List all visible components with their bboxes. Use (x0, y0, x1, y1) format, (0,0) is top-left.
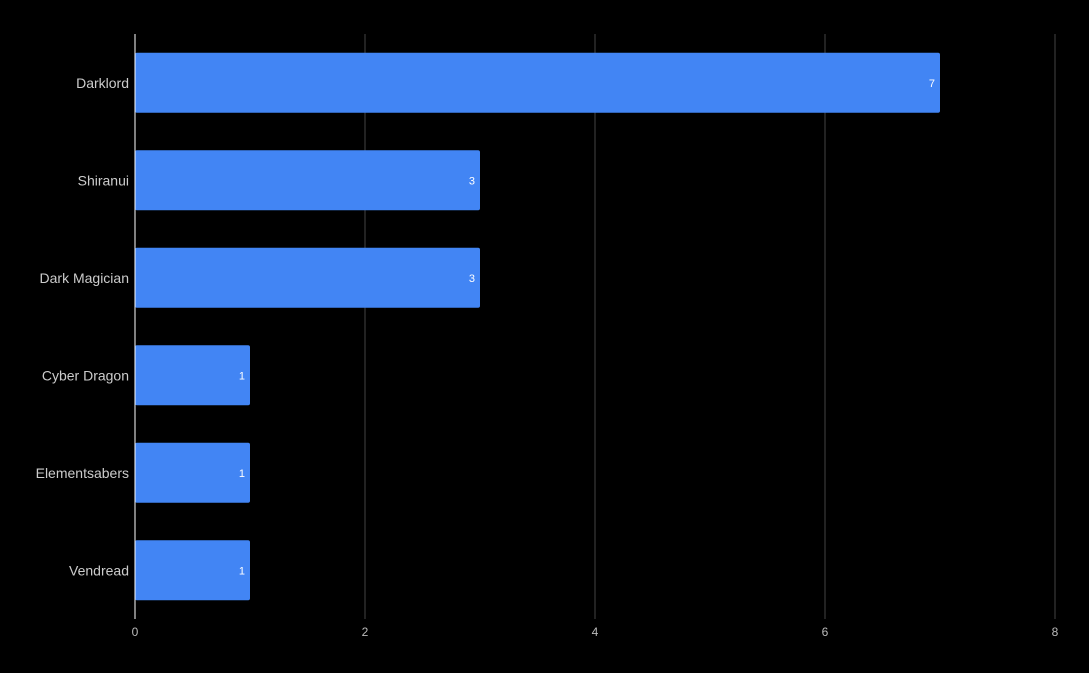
data-label: 7 (929, 78, 935, 90)
category-label: Cyber Dragon (42, 367, 129, 383)
bar (135, 442, 250, 503)
bar (135, 540, 250, 601)
bars (135, 52, 940, 601)
bar (135, 150, 480, 211)
category-label: Shiranui (78, 172, 129, 188)
data-label: 1 (239, 370, 245, 382)
x-tick-label: 6 (822, 625, 829, 639)
category-label: Elementsabers (36, 465, 129, 481)
bar (135, 345, 250, 406)
x-tick-label: 2 (362, 625, 369, 639)
data-label: 1 (239, 468, 245, 480)
category-label: Dark Magician (40, 270, 129, 286)
data-label: 3 (469, 273, 475, 285)
x-tick-label: 8 (1052, 625, 1059, 639)
data-label: 1 (239, 565, 245, 577)
x-tick-label: 4 (592, 625, 599, 639)
labels: 0 2 4 6 8 Darklord 7 Shiranui 3 Dark Magician 3 Cyb… (36, 75, 1059, 639)
gridlines (364, 34, 1056, 619)
data-label: 3 (469, 175, 475, 187)
category-label: Darklord (76, 75, 129, 91)
bar (135, 247, 480, 308)
x-tick-label: 0 (132, 625, 139, 639)
category-label: Vendread (69, 562, 129, 578)
bar (135, 52, 940, 113)
